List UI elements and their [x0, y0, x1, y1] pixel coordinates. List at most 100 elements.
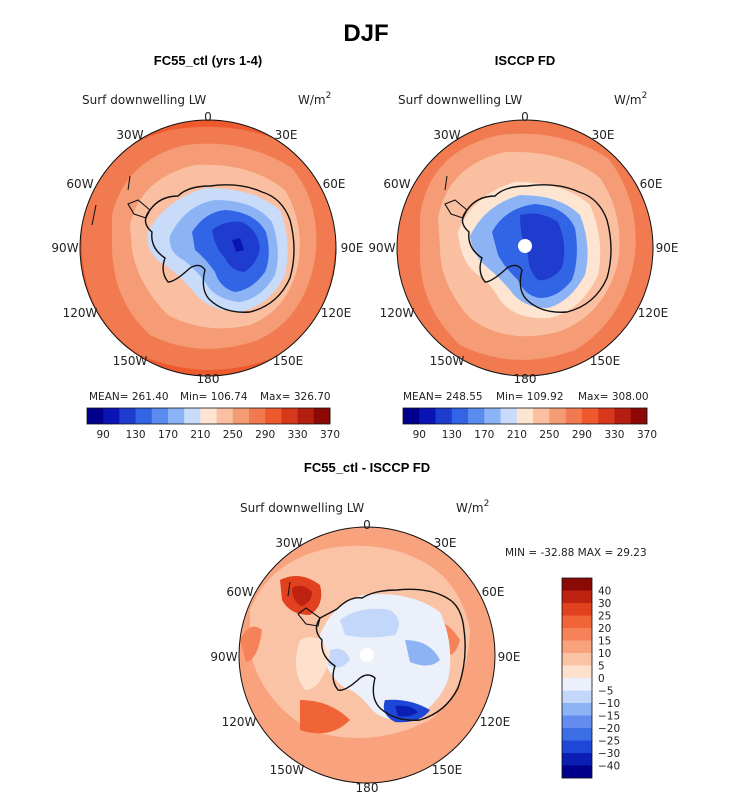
colorbar-swatch	[549, 408, 566, 424]
panel-isccp-fd: ISCCP FD Surf downwelling LW W/m2 0 30E …	[368, 53, 678, 441]
colorbar-tick-label: 250	[539, 429, 559, 441]
colorbar-tick-label: 10	[598, 648, 611, 660]
colorbar-swatch	[562, 690, 592, 704]
colorbar-swatch	[565, 408, 583, 424]
colorbar-swatch	[265, 408, 282, 424]
colorbar-swatch	[562, 615, 592, 629]
colorbar-swatch	[562, 715, 592, 729]
colorbar-swatch	[500, 408, 518, 424]
map-field	[397, 120, 653, 376]
colorbar-swatch	[419, 408, 436, 424]
lon-label: 120W	[222, 715, 257, 729]
lon-label: 30W	[433, 128, 460, 142]
figure-title: DJF	[343, 20, 388, 47]
stat-minmax: MIN = -32.88 MAX = 29.23	[505, 547, 647, 559]
colorbar-swatch	[216, 408, 234, 424]
lon-label: 180	[356, 781, 379, 795]
colorbar-swatch	[598, 408, 615, 424]
map-boundary	[79, 119, 337, 377]
colorbar-tick-label: 170	[158, 429, 178, 441]
colorbar-tick-label: −10	[598, 698, 620, 710]
coastline	[144, 184, 295, 313]
colorbar-swatch	[614, 408, 632, 424]
colorbar-swatch	[562, 765, 592, 779]
colorbar-tick-label: 130	[126, 429, 146, 441]
island-coast	[287, 581, 291, 597]
polar-mask	[518, 239, 532, 253]
colorbar-tick-label: 290	[572, 429, 592, 441]
colorbar-tick-label: 0	[598, 673, 605, 685]
panel-difference: FC55_ctl - ISCCP FD Surf downwelling LW …	[210, 460, 646, 795]
colorbar-swatch	[151, 408, 169, 424]
colorbar-swatch	[119, 408, 136, 424]
stat-max: Max= 326.70	[260, 391, 331, 403]
zone-dome	[232, 238, 244, 252]
lon-label: 60W	[226, 585, 253, 599]
colorbar-swatch	[249, 408, 266, 424]
colorbar-swatch	[232, 408, 250, 424]
colorbar-swatch	[562, 640, 592, 654]
colorbar-frame	[402, 407, 648, 425]
island-coast	[444, 175, 448, 191]
coastline	[315, 588, 466, 721]
lon-label: 60W	[383, 177, 410, 191]
colorbar-swatch	[562, 740, 592, 754]
stat-mean: MEAN= 248.55	[403, 391, 483, 403]
colorbar-tick-label: 30	[598, 598, 611, 610]
colorbar-swatch	[562, 678, 592, 691]
colorbar-tick-label: 330	[288, 429, 308, 441]
colorbar-tick-label: 90	[413, 429, 426, 441]
units-label: W/m2	[614, 91, 647, 107]
colorbar-tick-label: −30	[598, 748, 620, 760]
lon-label: 30E	[592, 128, 615, 142]
lon-label: 90W	[210, 650, 237, 664]
colorbar-swatch	[435, 408, 453, 424]
colorbar-tick-label: 330	[604, 429, 624, 441]
variable-label: Surf downwelling LW	[82, 93, 206, 107]
lon-label: 90E	[656, 241, 679, 255]
units-label: W/m2	[456, 499, 489, 515]
colorbar-swatch	[533, 408, 550, 424]
lon-label: 180	[514, 372, 537, 386]
colorbar-swatch	[562, 703, 592, 716]
lon-label: 0	[204, 110, 212, 124]
variable-label: Surf downwelling LW	[240, 501, 364, 515]
colorbar-swatch	[581, 408, 599, 424]
peninsula-coast	[297, 607, 321, 627]
colorbar-swatch	[516, 408, 534, 424]
lon-label: 120W	[380, 306, 415, 320]
colorbar: 90 130 170 210 250 290 330 370	[86, 407, 340, 441]
colorbar-swatch	[297, 408, 315, 424]
lon-label: 90W	[368, 241, 395, 255]
colorbar-swatch	[184, 408, 201, 424]
lon-label: 150E	[590, 354, 621, 368]
colorbar-tick-label: −5	[598, 686, 613, 698]
peninsula-coast	[444, 199, 468, 219]
zone-south-warm	[300, 700, 350, 734]
units-label: W/m2	[298, 91, 331, 107]
stat-min: Min= 109.92	[496, 391, 564, 403]
colorbar-swatch	[562, 590, 592, 604]
colorbar: 90 130 170 210 250 290 330 370	[402, 407, 657, 441]
colorbar-tick-label: 170	[474, 429, 494, 441]
lon-label: 120E	[321, 306, 352, 320]
peninsula-coast	[127, 199, 151, 219]
colorbar-tick-label: −20	[598, 723, 620, 735]
colorbar-frame	[86, 407, 331, 425]
colorbar-swatch	[562, 753, 592, 766]
lon-label: 0	[363, 518, 371, 532]
lon-label: 150E	[432, 763, 463, 777]
colorbar-frame	[561, 577, 593, 779]
lon-label: 0	[521, 110, 529, 124]
colorbar-swatch	[313, 408, 331, 424]
colorbar-tick-label: 290	[255, 429, 275, 441]
lon-label: 60E	[323, 177, 346, 191]
lon-label: 120W	[63, 306, 98, 320]
colorbar-swatch	[562, 603, 592, 616]
colorbar-tick-label: 370	[320, 429, 340, 441]
lon-label: 30W	[275, 536, 302, 550]
panel-title: ISCCP FD	[495, 53, 555, 68]
lon-label: 60W	[66, 177, 93, 191]
colorbar-swatch	[135, 408, 153, 424]
